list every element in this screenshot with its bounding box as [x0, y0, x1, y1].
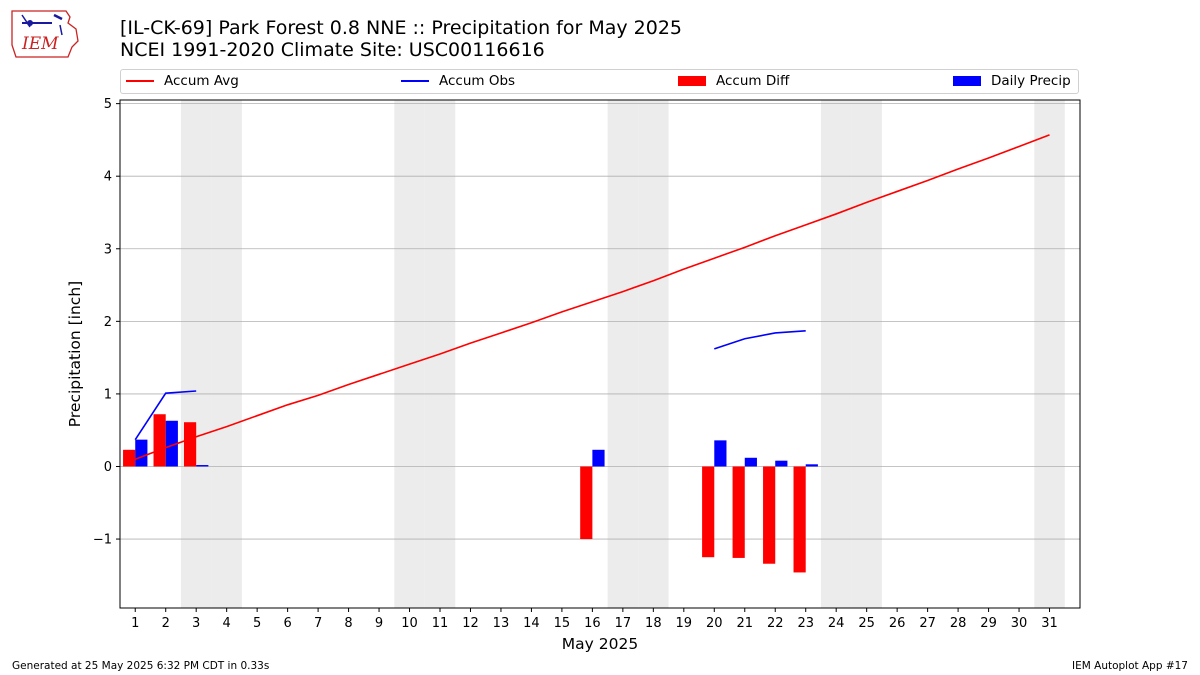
y-tick-label: 0 [104, 460, 112, 475]
x-tick-label: 7 [314, 616, 322, 631]
daily-precip-bar [805, 464, 818, 467]
app-credit: IEM Autoplot App #17 [1072, 660, 1188, 672]
x-tick-label: 26 [889, 616, 906, 631]
x-tick-label: 13 [493, 616, 510, 631]
legend-label-accum-obs: Accum Obs [439, 73, 516, 89]
legend-swatch-daily-precip [953, 76, 981, 86]
x-tick-label: 3 [192, 616, 200, 631]
x-tick-label: 18 [645, 616, 662, 631]
legend-label-accum-diff: Accum Diff [716, 73, 790, 89]
x-tick-label: 31 [1041, 616, 1058, 631]
daily-precip-bar [165, 420, 178, 467]
plot-frame [119, 99, 1081, 609]
accum-diff-bar [184, 422, 197, 467]
x-tick-label: 1 [131, 616, 139, 631]
y-tick-label: 4 [104, 170, 112, 185]
chart-subtitle: NCEI 1991-2020 Climate Site: USC00116616 [120, 39, 545, 61]
accum-diff-bar [153, 414, 166, 467]
x-tick-label: 4 [223, 616, 231, 631]
legend-item-accum-diff: Accum Diff [678, 73, 789, 91]
accum-diff-bar [123, 449, 136, 467]
chart-title: [IL-CK-69] Park Forest 0.8 NNE :: Precip… [120, 17, 682, 39]
accum-diff-bar [732, 466, 745, 558]
y-tick-label: 3 [104, 242, 112, 257]
logo-text: IEM [21, 34, 59, 54]
daily-precip-bar [135, 439, 148, 467]
daily-precip-bar [592, 449, 605, 467]
x-tick-label: 16 [584, 616, 601, 631]
weekend-band [1034, 100, 1065, 608]
x-tick-label: 2 [162, 616, 170, 631]
daily-precip-bar [744, 457, 757, 467]
y-tick-label: −1 [93, 533, 112, 548]
legend-swatch-accum-obs [401, 80, 429, 82]
x-tick-label: 6 [283, 616, 291, 631]
daily-precip-bar [775, 460, 788, 467]
weekend-band [394, 100, 425, 608]
accum-diff-bar [793, 466, 806, 573]
x-tick-label: 11 [432, 616, 449, 631]
weekend-band [638, 100, 669, 608]
x-axis-label: May 2025 [562, 635, 638, 653]
x-tick-label: 19 [676, 616, 693, 631]
weekend-band [424, 100, 456, 608]
x-tick-label: 28 [950, 616, 967, 631]
weekend-band [211, 100, 242, 608]
weekend-band [820, 100, 852, 608]
x-tick-label: 5 [253, 616, 261, 631]
daily-precip-bar [196, 465, 209, 467]
x-tick-label: 9 [375, 616, 383, 631]
weekend-band [851, 100, 882, 608]
generated-timestamp: Generated at 25 May 2025 6:32 PM CDT in … [12, 660, 270, 672]
x-tick-label: 12 [462, 616, 479, 631]
y-tick-label: 5 [104, 97, 112, 112]
y-tick-label: 1 [104, 387, 112, 402]
accum-diff-bar [763, 466, 776, 564]
x-tick-label: 25 [858, 616, 875, 631]
x-tick-label: 23 [797, 616, 814, 631]
accum-obs-line [714, 329, 806, 350]
weekend-band [180, 100, 212, 608]
y-axis-label: Precipitation [inch] [66, 281, 84, 427]
daily-precip-bar [714, 440, 727, 467]
iowa-state-outline [11, 10, 79, 58]
x-tick-label: 17 [615, 616, 632, 631]
x-tick-label: 10 [401, 616, 418, 631]
legend-swatch-accum-diff [678, 76, 706, 86]
accum-avg-line [134, 134, 1050, 460]
x-tick-label: 15 [554, 616, 571, 631]
x-tick-label: 8 [344, 616, 352, 631]
x-tick-label: 27 [919, 616, 936, 631]
x-tick-label: 20 [706, 616, 723, 631]
legend-label-accum-avg: Accum Avg [164, 73, 239, 89]
y-tick-label: 2 [104, 315, 112, 330]
legend-item-accum-avg: Accum Avg [126, 73, 239, 91]
x-tick-label: 21 [736, 616, 753, 631]
legend: Accum Avg Accum Obs Accum Diff Daily Pre… [120, 69, 1079, 94]
x-tick-label: 22 [767, 616, 784, 631]
legend-label-daily-precip: Daily Precip [991, 73, 1071, 89]
legend-swatch-accum-avg [126, 80, 154, 82]
x-tick-label: 30 [1011, 616, 1028, 631]
weekend-band [607, 100, 639, 608]
iem-logo: IEM [11, 10, 79, 58]
x-tick-label: 29 [980, 616, 997, 631]
x-tick-label: 14 [523, 616, 540, 631]
x-tick-label: 24 [828, 616, 845, 631]
accum-diff-bar [702, 466, 715, 558]
accum-diff-bar [580, 466, 593, 540]
accum-obs-line [134, 390, 197, 441]
legend-item-daily-precip: Daily Precip [953, 73, 1071, 91]
legend-item-accum-obs: Accum Obs [401, 73, 515, 91]
